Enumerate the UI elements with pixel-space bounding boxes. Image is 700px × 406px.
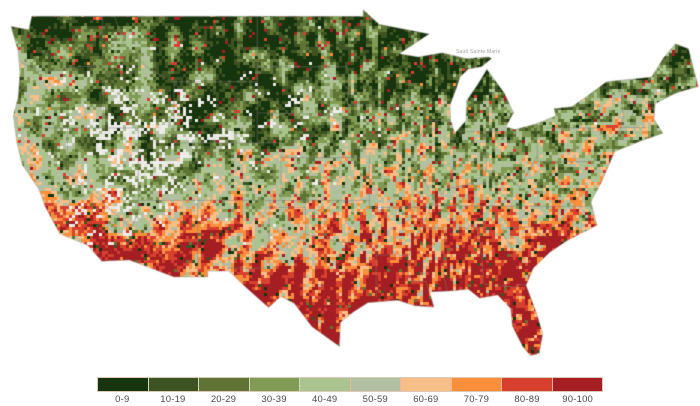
legend-swatch-40-49	[299, 378, 350, 391]
legend-swatch-20-29	[198, 378, 249, 391]
legend-bin-label: 40-49	[312, 394, 338, 405]
basemap-city-label: Sault Sainte Marie	[456, 49, 501, 55]
legend-bin-label: 70-79	[463, 394, 490, 405]
legend-swatch-90-100	[551, 378, 602, 391]
legend-bin-label: 80-89	[514, 394, 540, 405]
legend-bin-label: 50-59	[362, 394, 388, 405]
legend-bin-label: 90-100	[562, 394, 594, 405]
legend-swatch-80-89	[501, 378, 552, 391]
us-county-map-canvas	[0, 0, 700, 374]
legend-bin-label: 10-19	[160, 394, 186, 405]
legend-bin-label: 20-29	[210, 394, 237, 405]
legend-color-bar	[97, 377, 603, 392]
legend-swatch-70-79	[450, 378, 501, 391]
map-legend: 0-9 10-19 20-29 30-39 40-49 50-59 60-69 70-79 80…	[97, 377, 603, 405]
legend-swatch-10-19	[147, 378, 198, 391]
legend-bin-label: 30-39	[261, 394, 287, 405]
legend-bin-label: 0-9	[115, 394, 130, 405]
legend-bin-labels: 0-9 10-19 20-29 30-39 40-49 50-59 60-69 70-79 80…	[97, 394, 603, 405]
legend-swatch-50-59	[349, 378, 400, 391]
legend-bin-label: 60-69	[413, 394, 439, 405]
legend-swatch-30-39	[248, 378, 299, 391]
legend-swatch-0-9	[98, 378, 148, 391]
legend-swatch-60-69	[400, 378, 451, 391]
